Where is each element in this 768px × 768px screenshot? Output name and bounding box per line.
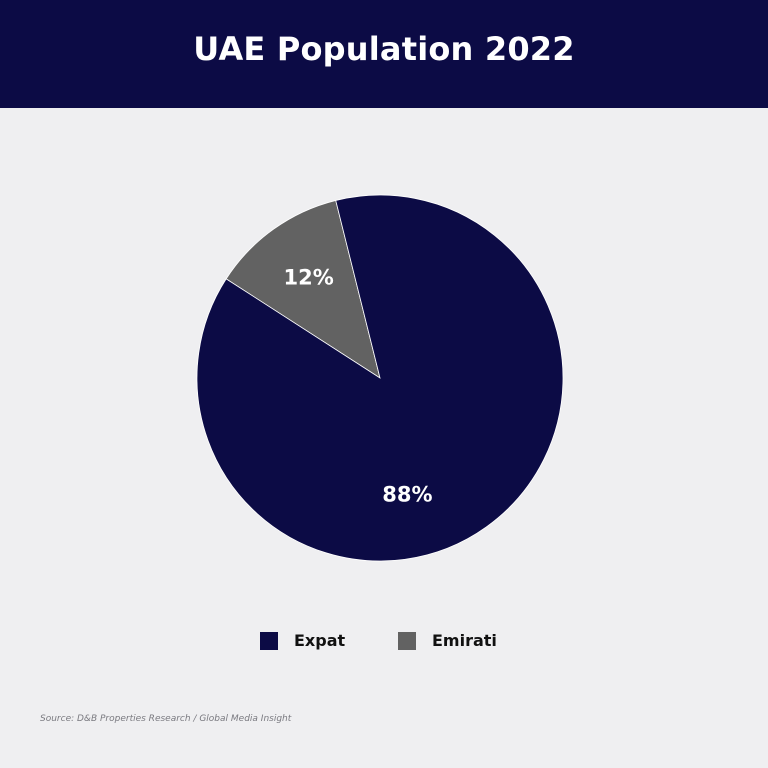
- header-bar: UAE Population 2022: [0, 0, 768, 108]
- legend-label-expat: Expat: [294, 631, 346, 650]
- pie-slice-emirati: [225, 199, 381, 379]
- legend-label-emirati: Emirati: [432, 631, 497, 650]
- legend-swatch-emirati: [398, 631, 416, 650]
- chart-area: 12% 88%: [0, 108, 768, 668]
- slice-label-expat: 88%: [382, 482, 432, 506]
- pie-slice-expat: [196, 194, 564, 562]
- chart-title: UAE Population 2022: [193, 30, 575, 68]
- pie-chart: 12% 88%: [196, 194, 564, 562]
- legend-swatch-expat: [260, 631, 278, 650]
- legend: Expat Emirati: [0, 631, 768, 653]
- legend-item-expat: Expat: [260, 631, 345, 650]
- legend-item-emirati: Emirati: [398, 631, 497, 650]
- slice-label-emirati: 12%: [283, 265, 333, 289]
- source-note: Source: D&B Properties Research / Global…: [40, 714, 292, 724]
